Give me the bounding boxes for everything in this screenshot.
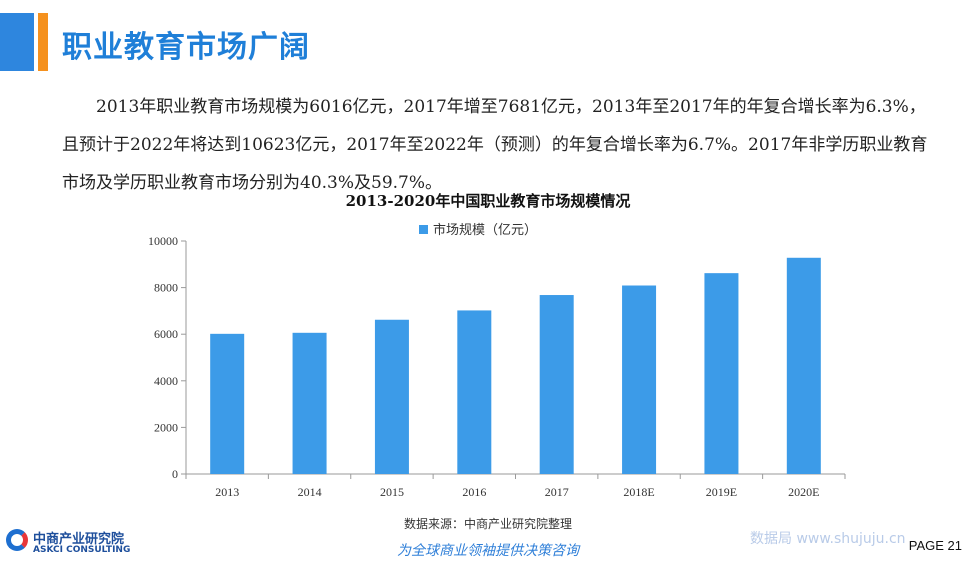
y-tick-label: 8000	[154, 281, 178, 295]
intro-paragraph: 2013年职业教育市场规模为6016亿元，2017年增至7681亿元，2013年…	[62, 97, 928, 193]
bar	[292, 332, 327, 474]
title-accent-blue	[0, 13, 34, 71]
company-logo: 中商产业研究院 ASKCI CONSULTING	[6, 526, 166, 560]
x-tick-label: 2017	[545, 485, 569, 499]
bar	[622, 285, 657, 474]
bar	[374, 319, 409, 474]
y-tick-label: 0	[172, 467, 178, 481]
x-tick-label: 2015	[380, 485, 404, 499]
x-tick-label: 2018E	[623, 485, 654, 499]
y-tick-label: 10000	[148, 234, 178, 248]
bar	[704, 273, 739, 474]
logo-cn-text: 中商产业研究院	[33, 532, 125, 547]
data-source: 数据来源：中商产业研究院整理	[403, 517, 572, 531]
x-tick-label: 2014	[298, 485, 322, 499]
x-tick-label: 2020E	[788, 485, 819, 499]
watermark: 数据局 www.shujuju.cn	[750, 531, 906, 547]
chart-title: 2013-2020年中国职业教育市场规模情况	[345, 192, 631, 210]
page-number: PAGE 21	[908, 538, 962, 553]
legend-label: 市场规模（亿元）	[433, 222, 537, 238]
y-tick-label: 2000	[154, 420, 178, 434]
page-title: 职业教育市场广阔	[62, 30, 310, 65]
bar	[539, 295, 574, 474]
y-tick-label: 4000	[154, 374, 178, 388]
bar	[786, 257, 821, 474]
legend-swatch	[419, 225, 428, 234]
x-tick-label: 2016	[462, 485, 486, 499]
logo-en-text: ASKCI CONSULTING	[33, 545, 131, 555]
bar	[210, 333, 245, 474]
bar	[457, 310, 492, 474]
y-tick-label: 6000	[154, 327, 178, 341]
x-tick-label: 2013	[215, 485, 239, 499]
title-accent-orange	[38, 13, 48, 71]
x-tick-label: 2019E	[706, 485, 737, 499]
logo-icon	[6, 529, 28, 551]
slogan: 为全球商业领袖提供决策咨询	[397, 543, 579, 559]
